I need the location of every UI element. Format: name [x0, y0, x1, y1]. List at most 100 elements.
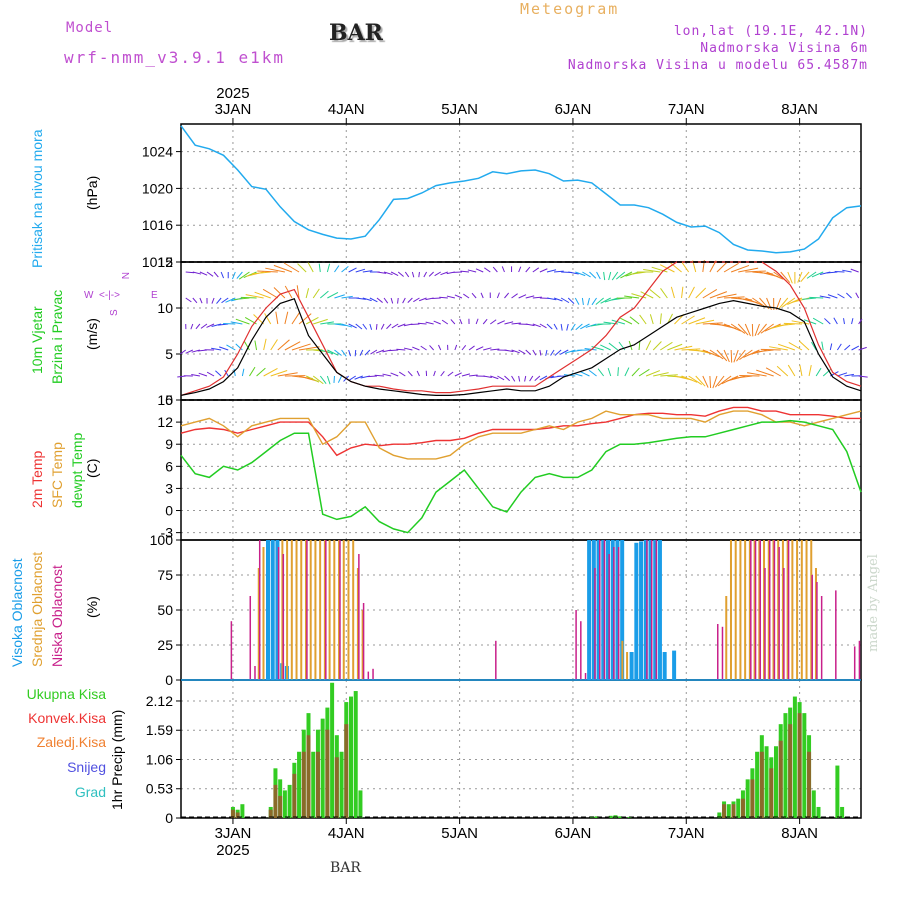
wind-arrow [846, 292, 852, 299]
cloud-bar-mid [309, 540, 312, 680]
precip-bar-convective [292, 773, 297, 818]
cloud-bar-high [610, 540, 615, 680]
precip-bar-convective [325, 729, 330, 818]
cloud-bar-low [372, 668, 374, 680]
wind-arrow [249, 366, 256, 377]
wind-arrow [723, 349, 730, 363]
wind-arrow [596, 271, 601, 280]
wind-arrow [434, 271, 441, 277]
wind-arrow [490, 375, 499, 380]
wind-arrow [211, 347, 222, 351]
precip-bar-convective [769, 768, 774, 818]
wind-arrow [484, 267, 491, 273]
wind-arrow [775, 323, 795, 327]
cloud-bar-mid [810, 540, 813, 680]
wind-arrow [525, 323, 535, 327]
wind-arrow [296, 285, 300, 299]
wind-arrow [337, 375, 343, 383]
wind-arrow [716, 293, 737, 299]
precip-bar-total [745, 779, 750, 818]
wind-arrow [568, 271, 579, 275]
wind-arrow [639, 314, 647, 325]
wind-arrow [511, 293, 518, 299]
wind-arrow [284, 341, 301, 351]
wind-arrow [253, 314, 264, 325]
wind-arrow [651, 266, 668, 273]
cloud-bar-mid [763, 540, 766, 680]
wind-arrow [760, 323, 774, 334]
wind-arrow [858, 346, 867, 351]
cloud-bar-high [672, 650, 677, 680]
cloud-bar-mid [734, 540, 737, 680]
cloud-bar-mid [781, 540, 784, 680]
wind-arrow [688, 375, 703, 386]
wind-arrow [504, 349, 514, 353]
wind-arrow [532, 323, 541, 328]
wind-arrow [446, 295, 456, 299]
cloud-bar-high [596, 540, 601, 680]
wind-arrow [461, 373, 471, 377]
precip-bar-total [282, 790, 287, 818]
wind-arrow [787, 364, 796, 377]
wind-arrow [652, 341, 662, 351]
y-tick-label: 2.12 [146, 693, 173, 709]
wind-arrow [327, 292, 339, 299]
precip-bar-total [311, 751, 316, 818]
wind-arrow [603, 271, 606, 281]
wind-arrow [688, 286, 695, 299]
wind-arrow [799, 365, 803, 377]
wind-arrow [199, 297, 203, 304]
wind-arrow [416, 370, 420, 377]
precip-bar-convective [273, 784, 278, 818]
day-label-top: 8JAN [781, 101, 818, 118]
wind-arrow [504, 292, 510, 299]
day-label-top: 7JAN [668, 101, 705, 118]
wind-arrow [320, 321, 334, 325]
wind-arrow [564, 349, 576, 354]
cloud-bar-low [754, 540, 757, 680]
wind-arrow [806, 271, 817, 279]
day-label-bottom: 3JAN [215, 825, 252, 842]
t2m-line [180, 406, 861, 457]
wind-arrow [736, 349, 746, 362]
wind-arrow [553, 323, 558, 330]
wind-arrow [575, 323, 583, 331]
wind-arrow [460, 270, 470, 273]
wind-arrow [382, 373, 392, 377]
cloud-bar-mid [328, 540, 331, 680]
wind-arrow [273, 287, 286, 299]
total-rain-legend: Ukupna Kisa [26, 686, 106, 702]
cloud-bar-low [816, 582, 818, 680]
wind-arrow [737, 323, 749, 336]
wind-arrow [275, 311, 279, 325]
y-tick-label: 6 [165, 458, 173, 474]
wind-arrow [291, 343, 311, 351]
wind-arrow [608, 342, 619, 351]
wind-arrows [177, 259, 868, 389]
cloud-bar-mid [725, 596, 728, 680]
cloud-bar-low [258, 540, 261, 680]
wind-arrow [355, 323, 363, 330]
wind-arrow [681, 348, 701, 351]
cloud-bar-mid [314, 540, 317, 680]
wind-arrow [518, 375, 521, 382]
cloud-bar-mid [791, 540, 794, 680]
wind-arrow [546, 269, 557, 273]
wind-arrow [580, 323, 590, 330]
wind-arrow [798, 340, 810, 351]
wind-arrow [411, 271, 415, 278]
wind-arrow [454, 372, 462, 377]
cloud-bar-mid [295, 540, 298, 680]
wind-arrow [695, 287, 707, 299]
wind-arrow [225, 297, 236, 303]
wind-arrow [600, 344, 611, 351]
precip-bar-total [358, 790, 363, 818]
precip-bar-convective [306, 735, 311, 818]
wind-arrow [702, 349, 720, 358]
precip-bar-convective [278, 795, 283, 818]
wind-arrow [369, 297, 378, 303]
wind-arrow [413, 297, 420, 303]
wind-arrow [532, 349, 537, 356]
precip-bar-total [726, 804, 731, 818]
wind-arrow [447, 371, 454, 377]
